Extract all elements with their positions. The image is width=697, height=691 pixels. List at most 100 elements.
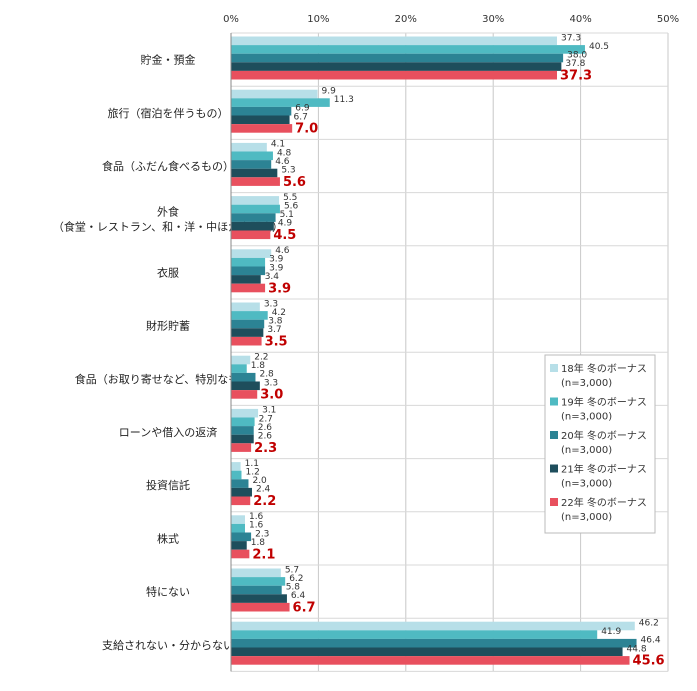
bar	[231, 585, 282, 595]
data-label: 38.0	[567, 51, 587, 61]
data-label: 4.5	[273, 228, 296, 243]
legend-sample-size: (n=3,000)	[561, 512, 612, 523]
category-label: 食品（お取り寄せなど、特別なもの）	[75, 372, 261, 386]
bar	[231, 523, 245, 533]
bar	[231, 124, 293, 133]
data-label: 5.5	[283, 193, 297, 203]
data-label: 2.2	[254, 353, 268, 363]
bar	[231, 577, 286, 586]
bar	[231, 355, 251, 365]
legend-label: 19年 冬のボーナス	[561, 396, 647, 409]
data-label: 2.2	[253, 494, 276, 509]
legend-swatch	[550, 498, 558, 506]
legend-swatch	[550, 431, 558, 439]
bar	[231, 168, 278, 178]
data-label: 9.9	[322, 87, 337, 97]
bar	[231, 647, 623, 657]
data-label: 3.8	[268, 317, 283, 327]
legend-label: 20年 冬のボーナス	[561, 429, 647, 442]
bar	[231, 62, 562, 71]
data-label: 3.7	[267, 325, 281, 335]
legend-box	[544, 354, 656, 534]
bar	[231, 89, 318, 99]
bar	[231, 36, 558, 46]
legend-sample-size: (n=3,000)	[561, 378, 612, 389]
data-label: 5.8	[286, 583, 301, 593]
category-label: 支給されない・分からない	[102, 638, 234, 652]
data-label: 4.1	[271, 140, 285, 150]
legend-sample-size: (n=3,000)	[561, 479, 612, 490]
legend-sample-size: (n=3,000)	[561, 445, 612, 456]
data-label: 3.9	[269, 255, 284, 265]
bar	[231, 302, 260, 312]
bar	[231, 496, 251, 506]
bar	[231, 443, 252, 452]
bar	[231, 515, 245, 524]
bar	[231, 106, 292, 116]
bar	[231, 213, 276, 222]
bar	[231, 602, 290, 612]
data-label: 1.6	[249, 521, 264, 531]
x-tick-label: 10%	[307, 14, 329, 25]
legend-swatch	[550, 397, 558, 406]
data-label: 3.9	[268, 281, 291, 296]
bar	[231, 151, 273, 161]
data-label: 5.6	[283, 175, 306, 190]
bar	[231, 142, 267, 152]
category-label: （食堂・レストラン、和・洋・中ほか専門店）	[53, 220, 283, 234]
data-label: 37.8	[565, 59, 585, 69]
bar	[231, 257, 266, 267]
bar	[231, 621, 635, 631]
data-label: 1.2	[245, 468, 259, 478]
data-label: 3.9	[269, 263, 284, 273]
bar	[231, 53, 564, 63]
data-label: 3.3	[264, 378, 278, 388]
legend-label: 21年 冬のボーナス	[561, 463, 647, 476]
bar	[231, 45, 585, 54]
x-tick-label: 0%	[223, 14, 239, 25]
data-label: 4.8	[277, 148, 292, 158]
bar	[231, 336, 262, 346]
data-label: 46.4	[641, 636, 661, 646]
category-label: 貯金・預金	[141, 53, 196, 67]
bar	[231, 319, 265, 329]
data-label: 5.3	[281, 166, 295, 176]
bar	[231, 230, 271, 240]
data-label: 45.6	[633, 654, 665, 669]
data-label: 2.7	[259, 414, 273, 424]
category-label: 食品（ふだん食べるもの）	[102, 159, 234, 173]
data-label: 3.0	[260, 388, 283, 403]
data-label: 4.6	[275, 157, 290, 167]
bar	[231, 311, 268, 320]
bar	[231, 462, 241, 471]
data-label: 2.6	[258, 423, 273, 433]
data-label: 5.7	[285, 565, 299, 575]
bar	[231, 594, 287, 603]
legend-sample-size: (n=3,000)	[561, 412, 612, 423]
bar	[231, 381, 260, 391]
x-tick-label: 30%	[482, 14, 504, 25]
data-label: 2.3	[255, 529, 269, 539]
bar	[231, 434, 254, 444]
data-label: 7.0	[295, 122, 318, 137]
bar	[231, 426, 254, 435]
bar	[231, 372, 256, 382]
bar	[231, 98, 330, 107]
bar	[231, 70, 558, 80]
bar	[231, 656, 630, 665]
data-label: 40.5	[589, 42, 609, 52]
data-label: 1.6	[249, 512, 264, 522]
bar	[231, 249, 272, 258]
data-label: 2.1	[252, 547, 275, 562]
data-label: 2.4	[256, 485, 271, 495]
bar	[231, 541, 247, 550]
bar	[231, 283, 266, 293]
data-label: 2.8	[259, 370, 274, 380]
bar	[231, 196, 280, 205]
category-label: 特にない	[146, 585, 190, 599]
x-tick-label: 20%	[395, 14, 417, 25]
bar	[231, 417, 255, 427]
bar	[231, 177, 280, 186]
category-label: 投資信託	[146, 478, 190, 492]
bar	[231, 630, 598, 639]
